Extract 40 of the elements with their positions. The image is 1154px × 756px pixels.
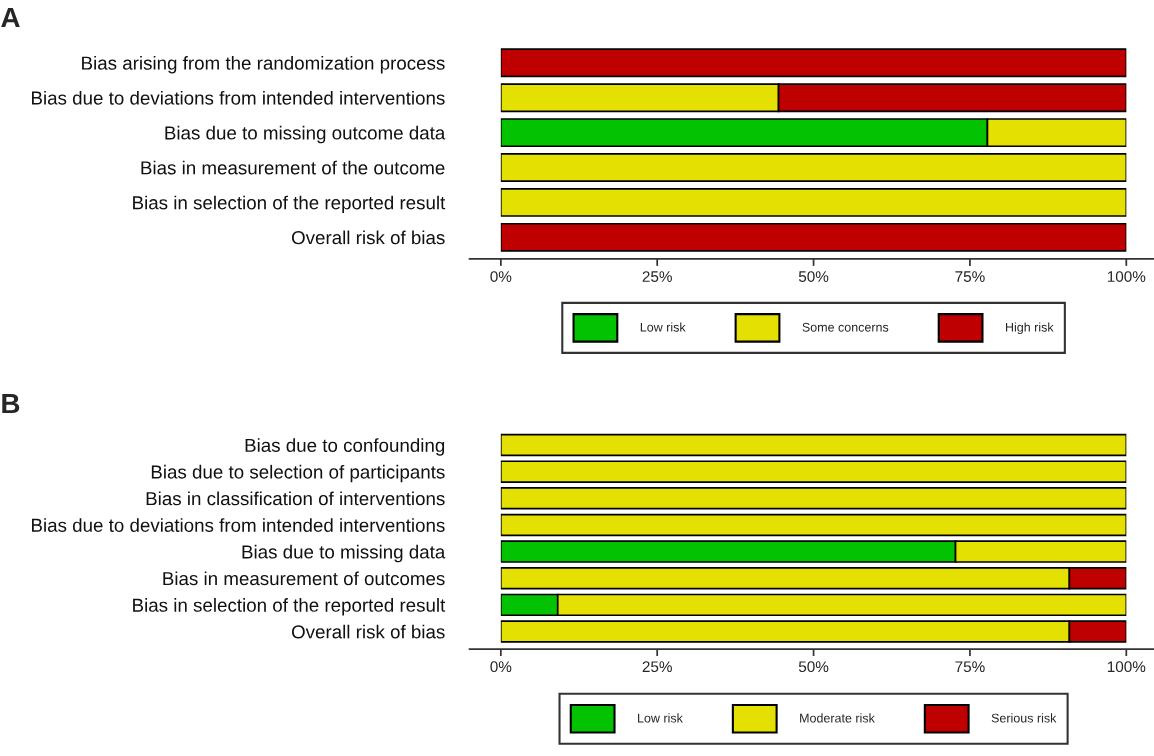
bar bbox=[500, 48, 1127, 78]
y-tick-label: Bias in measurement of the outcome bbox=[141, 160, 445, 175]
x-tick-label: 25% bbox=[642, 271, 672, 282]
bar bbox=[500, 487, 1127, 510]
y-tick-label: Bias due to deviations from intended interventions bbox=[32, 90, 445, 105]
bar bbox=[500, 222, 1127, 252]
x-tick-label: 100% bbox=[1107, 661, 1146, 673]
legend-label: High risk bbox=[1006, 322, 1054, 335]
x-tick-label: 100% bbox=[1107, 271, 1146, 282]
y-tick-label: Bias arising from the randomization process bbox=[82, 56, 445, 74]
x-tick-label: 50% bbox=[798, 271, 829, 282]
y-tick-label: Bias due to confounding bbox=[245, 438, 445, 456]
bar bbox=[500, 433, 1127, 457]
y-tick-label: Bias due to deviations from intended interventions bbox=[32, 518, 445, 532]
legend-label: Serious risk bbox=[991, 713, 1057, 723]
x-tick-label: 50% bbox=[798, 661, 829, 673]
y-tick-label: Overall risk of bias bbox=[291, 624, 445, 639]
x-tick-label: 25% bbox=[642, 661, 672, 673]
y-tick-label: Bias in classification of interventions bbox=[146, 491, 445, 506]
y-tick-label: Bias in selection of the reported result bbox=[133, 195, 446, 214]
x-tick-label: 0% bbox=[490, 661, 512, 673]
bar bbox=[500, 153, 1127, 182]
bar bbox=[500, 460, 1127, 483]
y-tick-label: Overall risk of bias bbox=[291, 230, 445, 245]
legend-label: Some concerns bbox=[802, 322, 889, 332]
x-tick-label: 0% bbox=[490, 271, 512, 282]
bar bbox=[500, 187, 1127, 217]
y-tick-label: Bias due to missing outcome data bbox=[165, 125, 446, 144]
text: B bbox=[2, 394, 20, 414]
bar bbox=[500, 513, 1127, 537]
y-tick-label: Bias due to missing data bbox=[242, 544, 446, 563]
legend-label: Moderate risk bbox=[800, 713, 875, 723]
y-tick-label: Bias in measurement of outcomes bbox=[163, 571, 445, 586]
text: A bbox=[1, 7, 20, 28]
x-tick-label: 75% bbox=[955, 661, 985, 673]
y-tick-label: Bias in selection of the reported result bbox=[133, 598, 446, 616]
legend-label: Low risk bbox=[640, 322, 686, 332]
x-tick-label: 75% bbox=[955, 271, 985, 282]
legend-label: Low risk bbox=[638, 713, 683, 723]
y-tick-label: Bias due to selection of participants bbox=[151, 464, 445, 483]
